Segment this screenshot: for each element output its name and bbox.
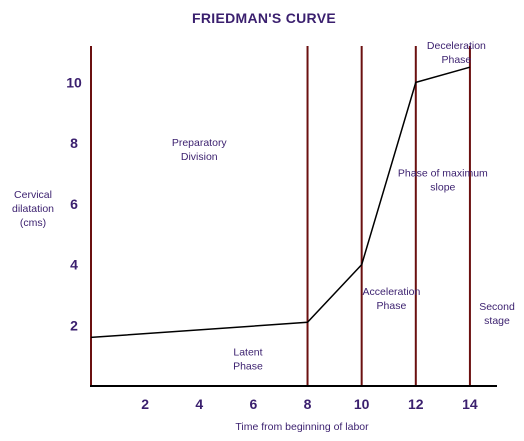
annotation-text: Acceleration bbox=[363, 286, 421, 298]
y-axis-label-line-2: dilatation bbox=[12, 203, 54, 215]
annotation-text: Preparatory bbox=[172, 137, 228, 149]
annotation-text: Latent bbox=[233, 347, 262, 359]
x-tick-label: 6 bbox=[250, 396, 258, 412]
annotation-text: Second bbox=[479, 301, 515, 313]
annotation-5: Deceleration Phase bbox=[427, 40, 486, 66]
y-axis-label-line-1: Cervical bbox=[14, 189, 52, 201]
x-tick-label: 4 bbox=[195, 396, 203, 412]
x-tick-label: 2 bbox=[141, 396, 149, 412]
y-tick-label: 6 bbox=[70, 196, 78, 212]
series-group bbox=[90, 66, 471, 339]
x-axis-label: Time from beginning of labor bbox=[235, 421, 369, 433]
annotation-2: Latent Phase bbox=[233, 347, 263, 373]
dilatation-curve-1 bbox=[90, 66, 471, 339]
x-tick-label: 10 bbox=[354, 396, 370, 412]
x-tick-label: 14 bbox=[462, 396, 478, 412]
phase-boundaries bbox=[90, 46, 471, 386]
x-tick-label: 8 bbox=[304, 396, 312, 412]
y-tick-labels: 2 4 6 8 10 bbox=[66, 74, 82, 333]
y-axis-label: Cervical dilatation (cms) bbox=[12, 189, 54, 229]
annotation-3: Acceleration Phase bbox=[363, 286, 421, 312]
chart-title: FRIEDMAN'S CURVE bbox=[192, 10, 336, 26]
x-tick-labels: 2 4 6 8 10 12 14 bbox=[141, 396, 478, 412]
annotation-text: Deceleration bbox=[427, 40, 486, 52]
annotation-4: Phase of maximum slope bbox=[398, 168, 488, 194]
y-tick-label: 4 bbox=[70, 257, 78, 273]
annotation-1: Preparatory Division bbox=[172, 137, 228, 163]
y-tick-label: 10 bbox=[66, 74, 82, 90]
annotation-text: Division bbox=[181, 151, 218, 163]
y-tick-label: 8 bbox=[70, 135, 78, 151]
annotation-text: Phase of maximum bbox=[398, 168, 488, 180]
annotation-6: Second stage bbox=[479, 301, 515, 327]
annotation-text: Phase bbox=[233, 361, 263, 373]
annotation-text: stage bbox=[484, 315, 510, 327]
annotation-text: Phase bbox=[377, 300, 407, 312]
x-tick-label: 12 bbox=[408, 396, 424, 412]
annotation-text: Phase bbox=[442, 54, 472, 66]
y-tick-label: 2 bbox=[70, 317, 78, 333]
annotation-text: slope bbox=[430, 182, 455, 194]
y-axis-label-line-3: (cms) bbox=[20, 217, 46, 229]
phase-annotations: PreparatoryDivisionLatentPhaseAccelerati… bbox=[172, 40, 515, 373]
